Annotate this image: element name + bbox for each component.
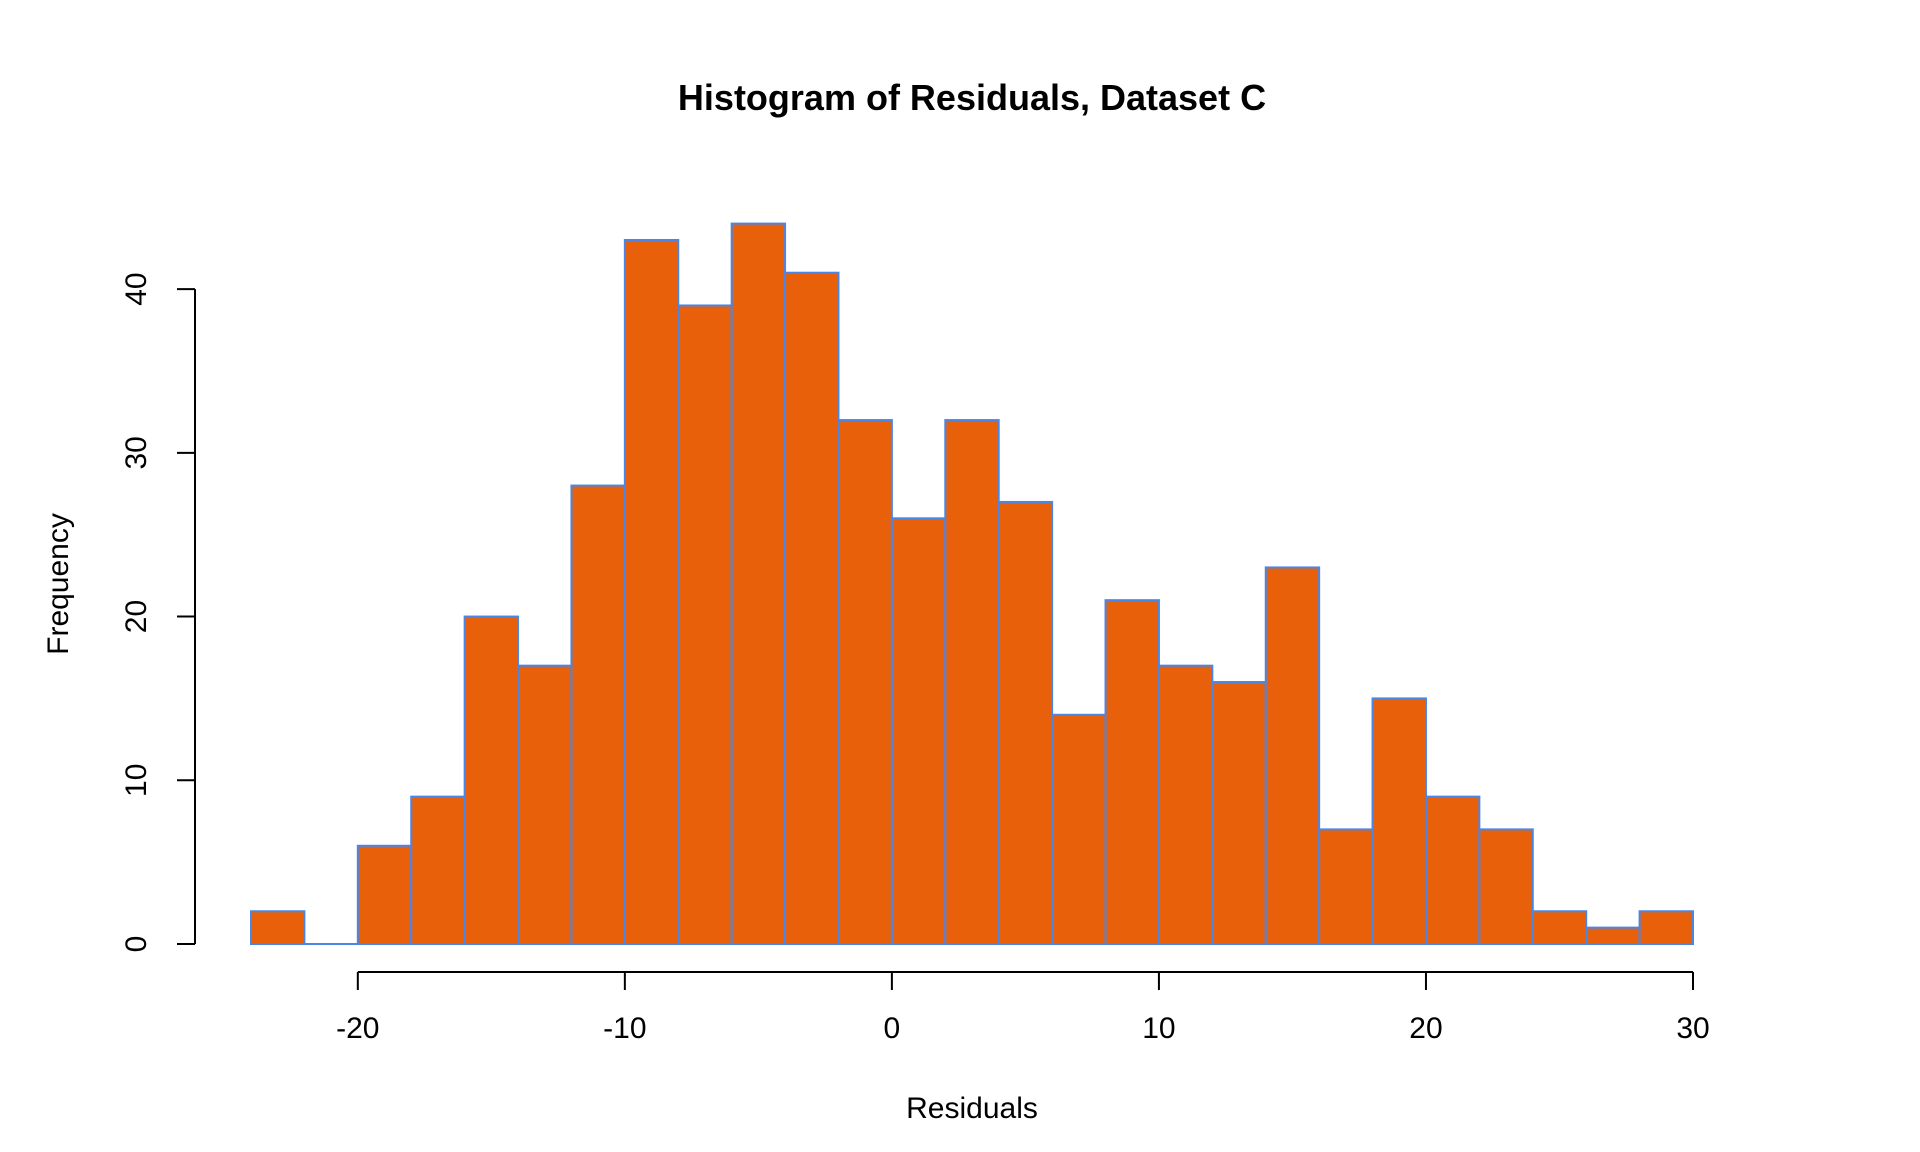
x-axis: -20 -10 0 10 20 30: [336, 971, 1710, 1045]
histogram-bar: [250, 910, 306, 945]
y-tick-label: 20: [120, 600, 153, 633]
histogram-bar: [730, 222, 787, 946]
histogram-bar: [1211, 681, 1267, 945]
histogram-bar: [410, 795, 466, 945]
y-axis-label: Frequency: [42, 513, 75, 655]
y-tick-label: 30: [120, 436, 153, 469]
histogram-bar: [1371, 697, 1427, 946]
histogram-bar: [1531, 910, 1588, 945]
x-tick-label: 20: [1409, 1012, 1442, 1045]
histogram-bar: [997, 500, 1054, 945]
y-tick-label: 0: [120, 936, 153, 953]
bars-group: [250, 222, 1695, 946]
y-tick-label: 10: [120, 764, 153, 797]
histogram-bar: [1478, 828, 1534, 946]
x-tick-label: -20: [336, 1012, 379, 1045]
chart-title: Histogram of Residuals, Dataset C: [678, 77, 1266, 118]
histogram-bar: [890, 517, 947, 945]
y-tick-label: 40: [120, 272, 153, 305]
histogram-bar: [1424, 795, 1481, 945]
histogram-bar: [463, 615, 520, 946]
y-axis: 0 10 20 30 40: [120, 272, 196, 953]
histogram-bar: [1051, 713, 1107, 945]
x-tick-label: 30: [1676, 1012, 1709, 1045]
histogram-bar: [570, 484, 626, 945]
x-axis-label: Residuals: [906, 1092, 1038, 1125]
histogram-bar: [1157, 664, 1214, 945]
histogram-bar: [517, 664, 573, 945]
histogram-bar: [784, 271, 840, 945]
histogram-bar: [1104, 599, 1160, 945]
histogram-bar: [623, 238, 680, 946]
histogram-bar: [1638, 910, 1695, 945]
histogram-bar: [1264, 566, 1321, 945]
histogram-bar: [1318, 828, 1374, 946]
histogram-bar: [677, 304, 733, 945]
histogram-bar: [944, 419, 1000, 945]
histogram-bar: [356, 844, 413, 945]
x-tick-label: 10: [1142, 1012, 1175, 1045]
x-tick-label: -10: [603, 1012, 646, 1045]
histogram-bar: [837, 419, 893, 945]
x-tick-label: 0: [884, 1012, 901, 1045]
histogram-bar: [1585, 926, 1641, 945]
